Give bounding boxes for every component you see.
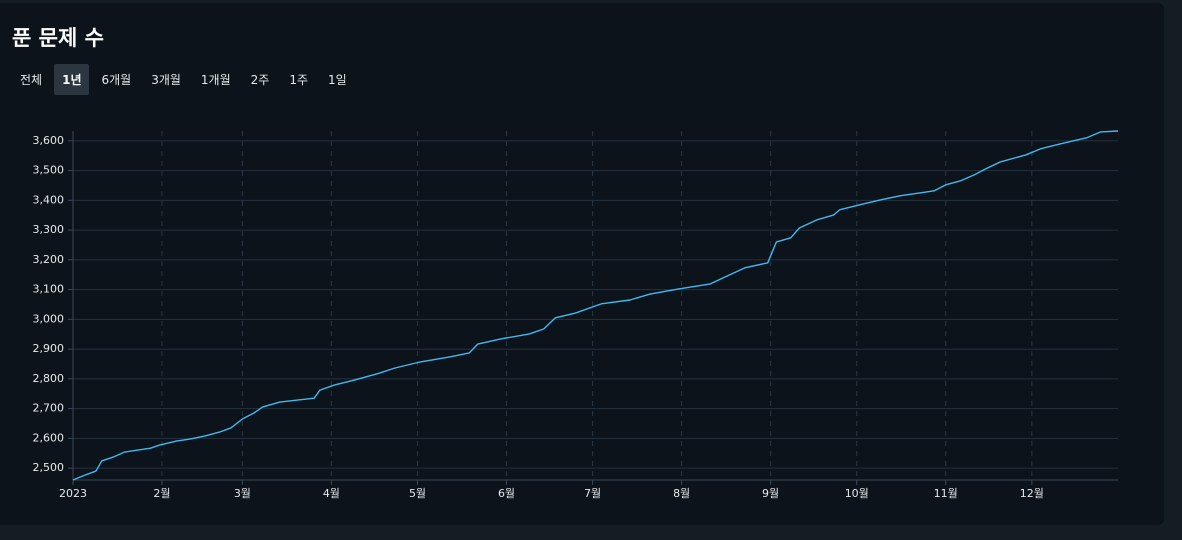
y-tick-label: 3,000: [33, 312, 65, 325]
y-tick-label: 2,800: [33, 372, 65, 385]
y-tick-label: 3,600: [33, 134, 65, 147]
x-tick-label: 11월: [934, 487, 958, 500]
y-tick-label: 2,600: [33, 431, 65, 444]
range-tab[interactable]: 1개월: [200, 73, 231, 87]
x-tick-label: 9월: [762, 487, 779, 500]
y-tick-label: 2,500: [33, 461, 65, 474]
tab-bar: 전체 1년 6개월 3개월 1개월 2주 1주 1일: [12, 64, 355, 95]
y-tick-label: 3,300: [33, 223, 65, 236]
y-tick-label: 3,100: [33, 283, 65, 296]
range-tab[interactable]: 1주: [289, 73, 309, 87]
x-tick-label: 6월: [498, 487, 515, 500]
range-tab[interactable]: 3개월: [151, 73, 181, 87]
y-tick-label: 2,900: [33, 342, 65, 355]
y-tick-label: 2,700: [33, 402, 65, 415]
y-tick-label: 3,500: [33, 164, 65, 177]
range-tab[interactable]: 6개월: [101, 73, 132, 87]
range-tab[interactable]: 1년: [54, 64, 90, 95]
x-tick-label: 12월: [1020, 487, 1044, 500]
x-tick-label: 5월: [409, 487, 426, 500]
range-tab[interactable]: 1일: [328, 73, 347, 87]
x-tick-label: 2월: [153, 487, 170, 500]
y-tick-label: 3,400: [33, 193, 65, 206]
y-tick-label: 3,200: [33, 253, 65, 266]
x-tick-label: 2023: [59, 487, 87, 500]
x-tick-label: 8월: [673, 487, 690, 500]
range-tab[interactable]: 전체: [20, 73, 43, 87]
line: [72, 130, 1119, 481]
x-tick-label: 3월: [234, 487, 251, 500]
x-tick-label: 7월: [584, 487, 601, 500]
range-tab[interactable]: 2주: [250, 73, 270, 87]
title: 푼 문제 수: [12, 26, 104, 50]
x-tick-label: 4월: [323, 487, 340, 500]
x-tick-label: 10월: [845, 487, 869, 500]
